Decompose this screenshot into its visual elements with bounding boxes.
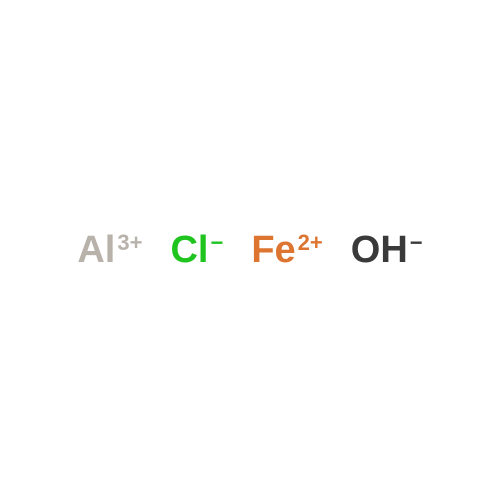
ion-chloride: Cl − — [170, 231, 223, 269]
ion-symbol: OH — [351, 231, 408, 269]
ion-symbol: Fe — [251, 231, 295, 269]
ion-charge: − — [410, 232, 423, 254]
ion-hydroxide: OH − — [351, 231, 423, 269]
ion-row: Al 3+ Cl − Fe 2+ OH − — [77, 231, 422, 269]
ion-charge: 2+ — [298, 232, 323, 254]
ion-aluminum: Al 3+ — [77, 231, 142, 269]
ion-charge: 3+ — [117, 232, 142, 254]
ion-charge: − — [210, 232, 223, 254]
ion-iron: Fe 2+ — [251, 231, 322, 269]
ion-symbol: Cl — [170, 231, 208, 269]
ion-symbol: Al — [77, 231, 115, 269]
